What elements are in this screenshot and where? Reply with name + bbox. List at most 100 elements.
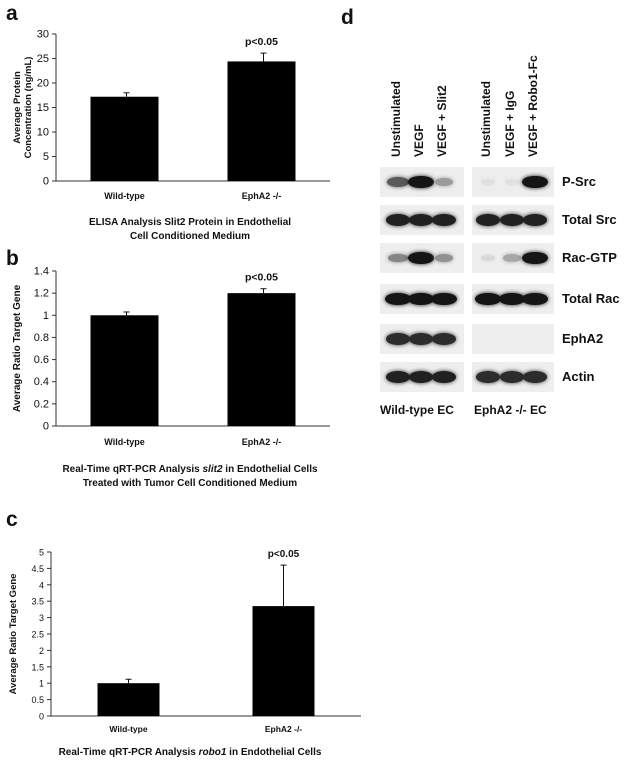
chart-b: 0 0.2 0.4 0.6 0.8 1 1.2 1.4 Average Ratio Target… — [12, 266, 330, 447]
lane-label: Unstimulated — [389, 80, 403, 157]
panel-letter-c: c — [6, 508, 18, 531]
blot-strip — [380, 362, 464, 392]
blot-band — [408, 292, 434, 306]
blot-strip — [380, 205, 464, 235]
blot-band — [499, 292, 525, 306]
y-tick-label: 5 — [39, 548, 44, 558]
y-tick-label: 1 — [39, 679, 44, 689]
x-tick-label: EphA2 -/- — [265, 724, 302, 734]
blot-band — [408, 213, 434, 227]
blot-strip — [472, 362, 554, 392]
blot-band — [385, 292, 411, 306]
blot-band — [434, 253, 454, 263]
y-tick-label: 2.5 — [31, 630, 44, 640]
blot-band — [499, 371, 525, 383]
bar-wild-type — [90, 315, 159, 426]
blot-band — [475, 213, 501, 227]
blot-group-label: Wild-type EC — [380, 403, 454, 417]
x-tick-label: EphA2 -/- — [242, 191, 282, 201]
lane-label: VEGF + Robo1-Fc — [526, 55, 540, 157]
y-tick-label: 20 — [37, 78, 49, 90]
caption-b-pre: Real-Time qRT-PCR Analysis — [62, 464, 203, 475]
y-tick-label: 0 — [43, 421, 49, 433]
y-axis-label: Average ProteinConcentration (ng/mL) — [12, 57, 34, 159]
y-tick-label: 25 — [37, 53, 49, 65]
panel-letter-d: d — [341, 6, 354, 29]
blot-band — [480, 255, 496, 261]
bar-epha2-knockout — [252, 606, 315, 716]
x-tick-label: Wild-type — [104, 437, 144, 447]
bar-epha2-knockout — [227, 293, 296, 426]
significance-annotation: p<0.05 — [268, 549, 300, 560]
blot-band — [408, 370, 434, 384]
significance-annotation: p<0.05 — [245, 36, 278, 48]
y-tick-label: 1.4 — [34, 266, 49, 278]
bar-wild-type — [97, 683, 160, 716]
blot-band — [385, 370, 411, 384]
y-tick-label: 0.8 — [34, 332, 49, 344]
blot-row-label: Total Rac — [562, 291, 620, 306]
chart-c: 0 0.5 1 1.5 2 2.5 3 3.5 4 4.5 5 Average Ratio Targe… — [8, 548, 361, 734]
blot-row-label: Total Src — [562, 212, 617, 227]
caption-b-gene: slit2 — [202, 464, 223, 475]
blot-band — [499, 213, 525, 227]
blot-band — [522, 213, 548, 227]
y-tick-label: 3.5 — [31, 597, 44, 607]
caption-c-line1: Real-Time qRT-PCR Analysis robo1 in Endo… — [10, 746, 370, 760]
blot-row-label: Rac-GTP — [562, 250, 617, 265]
x-tick-label: Wild-type — [109, 724, 147, 734]
blot-band — [480, 179, 496, 185]
caption-c-post: in Endothelial Cells — [226, 747, 322, 758]
blot-band — [434, 178, 454, 186]
blot-row-label: P-Src — [562, 174, 596, 189]
blot-band — [387, 176, 409, 188]
caption-b-post: in Endothelial Cells — [222, 464, 318, 475]
caption-c: Real-Time qRT-PCR Analysis robo1 in Endo… — [10, 746, 370, 760]
blot-band — [431, 292, 457, 306]
y-tick-label: 10 — [37, 127, 49, 139]
blot-band — [431, 370, 457, 384]
bar-wild-type — [90, 96, 159, 181]
blot-row-label: Actin — [562, 369, 595, 384]
y-tick-label: 30 — [37, 29, 49, 41]
blot-band — [503, 254, 521, 262]
blot-band — [475, 371, 501, 383]
caption-b: Real-Time qRT-PCR Analysis slit2 in Endo… — [10, 463, 370, 491]
caption-c-gene: robo1 — [198, 747, 227, 758]
caption-b-line1: Real-Time qRT-PCR Analysis slit2 in Endo… — [10, 463, 370, 477]
caption-c-pre: Real-Time qRT-PCR Analysis — [58, 747, 199, 758]
blot-strip — [380, 167, 464, 197]
caption-b-line2: Treated with Tumor Cell Conditioned Medi… — [82, 478, 298, 489]
y-axis-label: Average Ratio Target Gene — [8, 574, 19, 695]
y-axis-label: Average Ratio Target Gene — [12, 284, 23, 412]
blot-band — [504, 179, 520, 185]
y-axis-label-line: Average Protein — [12, 71, 23, 144]
y-tick-label: 0.5 — [31, 695, 44, 705]
y-tick-label: 4 — [39, 580, 44, 590]
blot-band — [475, 292, 501, 306]
y-tick-label: 2 — [39, 646, 44, 656]
blot-band — [431, 213, 457, 227]
y-tick-label: 1.2 — [34, 288, 49, 300]
caption-a: ELISA Analysis Slit2 Protein in Endothel… — [40, 216, 340, 244]
blot-strip — [380, 324, 464, 354]
blot-strip — [380, 284, 464, 314]
blot-band — [408, 333, 434, 345]
blot-band — [385, 213, 411, 227]
y-tick-label: 0.4 — [34, 376, 49, 388]
blot-band — [522, 175, 548, 189]
blot-strip — [472, 284, 554, 314]
lane-label: VEGF + IgG — [503, 90, 517, 157]
lane-label: VEGF — [412, 124, 426, 157]
blot-band — [522, 292, 548, 306]
blot-strip — [380, 243, 464, 273]
significance-annotation: p<0.05 — [245, 272, 278, 284]
x-tick-label: Wild-type — [104, 191, 144, 201]
blot-strip — [472, 205, 554, 235]
blot-strip — [472, 243, 554, 273]
blot-group-label: EphA2 -/- EC — [474, 403, 547, 417]
panel-letter-b: b — [6, 247, 19, 270]
chart-a: 0 5 10 15 20 25 30 Average ProteinConcentration… — [12, 29, 330, 201]
y-tick-label: 3 — [39, 613, 44, 623]
x-tick-label: EphA2 -/- — [242, 437, 282, 447]
